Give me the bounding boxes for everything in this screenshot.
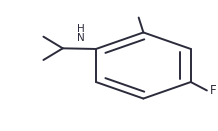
Text: H
N: H N [77, 24, 84, 43]
Text: F: F [209, 84, 216, 97]
